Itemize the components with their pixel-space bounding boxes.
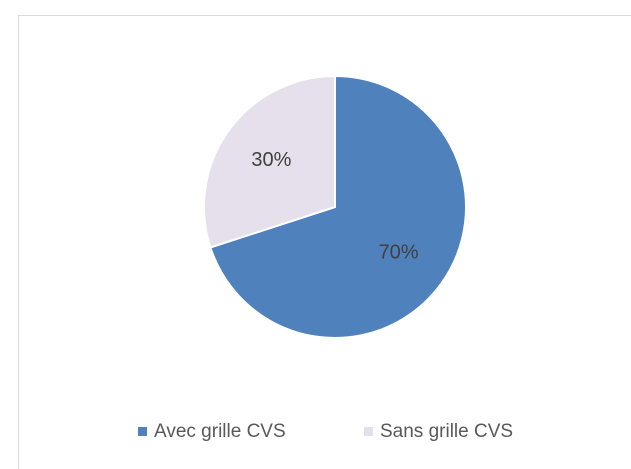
legend-label: Avec grille CVS <box>154 421 286 442</box>
pie-slice <box>203 74 336 249</box>
data-label: 70% <box>379 241 419 263</box>
data-label: 30% <box>251 149 291 171</box>
legend-swatch <box>364 427 373 436</box>
legend-swatch <box>138 427 147 436</box>
pie-slice <box>209 74 467 339</box>
legend-label: Sans grille CVS <box>380 421 513 442</box>
